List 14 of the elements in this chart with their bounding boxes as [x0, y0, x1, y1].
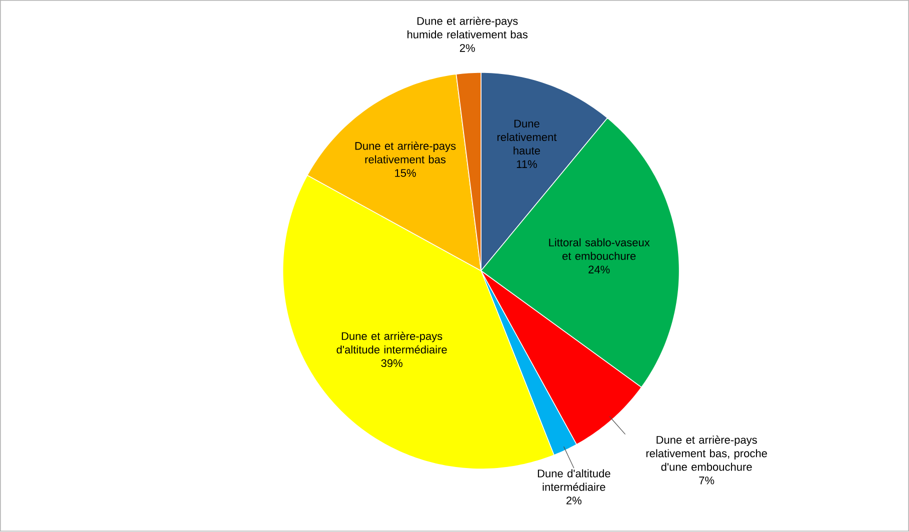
data-label: 2% — [460, 44, 475, 52]
data-label: 11% — [516, 160, 537, 168]
slice-label: Dune relativement haute — [497, 120, 557, 155]
slice-label: Littoral sablo-vaseux et embouchure — [549, 238, 650, 260]
data-label: 39% — [381, 360, 402, 368]
data-label: 7% — [699, 476, 714, 485]
slice-label: Dune et arrière-pays relativement bas, proche d'une embouchure — [646, 436, 767, 472]
data-label: 15% — [395, 169, 416, 178]
data-label: 2% — [566, 496, 582, 505]
data-label: 24% — [588, 266, 610, 274]
slice-label: Dune et arrière-pays d'altitude intermédiaire — [336, 332, 447, 354]
slice-label: Dune et arrière-pays humide relativement bas — [408, 16, 528, 39]
slice-label: Dune et arrière-pays relativement bas — [355, 142, 456, 164]
slice-label: Dune d'altitude intermédiaire — [538, 470, 610, 492]
